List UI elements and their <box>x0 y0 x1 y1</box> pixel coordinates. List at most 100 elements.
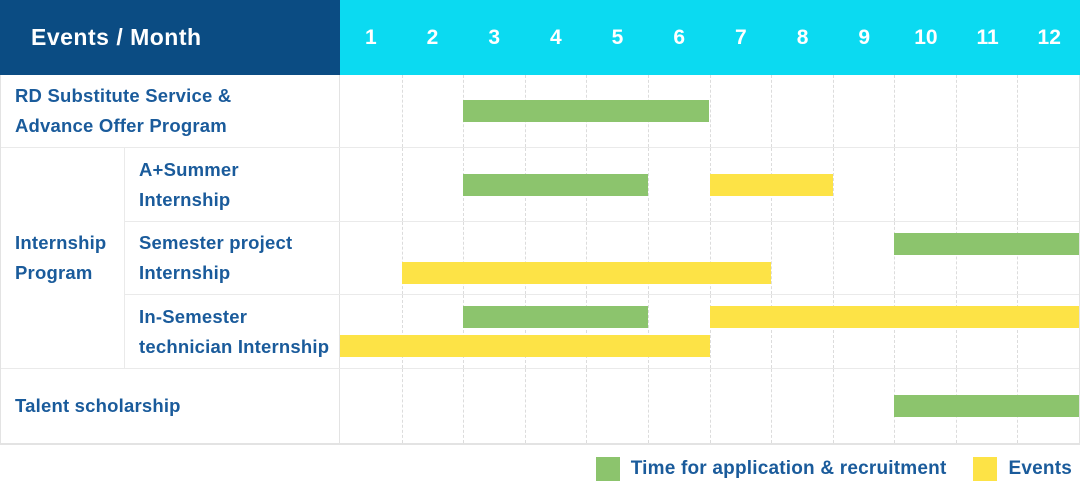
bar-line <box>340 261 1079 284</box>
column-gridline <box>647 295 649 368</box>
month-header-9: 9 <box>858 25 871 49</box>
row-chart-area <box>340 148 1079 221</box>
column-gridline <box>955 148 957 221</box>
gantt-table: Events / Month 1 2 3 4 5 6 7 8 9 10 11 12 RD Substi… <box>0 0 1080 445</box>
month-header-12: 12 <box>1037 25 1061 49</box>
column-gridline <box>524 369 526 443</box>
column-gridline <box>894 75 896 147</box>
column-gridline <box>709 369 711 443</box>
header-events-month-label: Events / Month <box>0 0 340 75</box>
row-group-internship-program: Internship Program A+Summer Internship Semes… <box>1 148 1079 369</box>
month-header-3: 3 <box>488 25 501 49</box>
month-header-6: 6 <box>673 25 686 49</box>
column-gridline <box>894 148 896 221</box>
column-gridline <box>955 295 957 368</box>
label-line: Semester project <box>139 232 293 254</box>
column-gridline <box>647 369 649 443</box>
row-chart-area <box>340 369 1079 443</box>
column-gridline <box>894 295 896 368</box>
row-label: RD Substitute Service & Advance Offer Pro… <box>1 75 340 147</box>
column-gridline <box>709 295 711 368</box>
bar-line <box>340 232 1079 255</box>
column-gridline <box>832 148 834 221</box>
group-sub-rows: A+Summer Internship Semester project Intern… <box>125 148 1079 368</box>
month-header-4: 4 <box>550 25 562 49</box>
column-gridline <box>832 222 834 294</box>
legend: Time for application & recruitment Event… <box>595 457 1072 481</box>
legend-item-application: Time for application & recruitment <box>595 457 947 481</box>
legend-item-events: Events <box>973 457 1072 481</box>
group-label: Internship Program <box>1 148 125 368</box>
column-gridline <box>771 75 773 147</box>
bar-line <box>340 173 1079 196</box>
application-swatch-icon <box>595 457 620 481</box>
table-row: In-Semester technician Internship <box>125 295 1079 368</box>
label-line: Internship <box>139 262 231 283</box>
row-chart-area <box>340 222 1079 294</box>
column-gridline <box>771 369 773 443</box>
column-gridline <box>955 222 957 294</box>
bar-application <box>894 232 1079 255</box>
column-gridline <box>1017 148 1019 221</box>
column-gridline <box>771 295 773 368</box>
bar-events <box>340 335 710 357</box>
row-chart-area <box>340 75 1079 147</box>
column-gridline <box>1017 222 1019 294</box>
bar-events <box>709 306 1079 328</box>
column-gridline <box>1017 295 1019 368</box>
table-header-row: Events / Month 1 2 3 4 5 6 7 8 9 10 11 12 <box>0 0 1080 75</box>
column-gridline <box>401 75 403 147</box>
bar-application <box>894 395 1079 417</box>
column-gridline <box>586 222 588 294</box>
column-gridline <box>586 369 588 443</box>
month-header-11: 11 <box>976 25 999 49</box>
column-gridline <box>647 222 649 294</box>
label-line: technician Internship <box>139 335 330 357</box>
column-gridline <box>832 75 834 147</box>
column-gridline <box>463 222 465 294</box>
table-row: Semester project Internship <box>125 222 1079 295</box>
column-gridline <box>955 75 957 147</box>
month-header-1: 1 <box>364 25 377 49</box>
column-gridline <box>463 369 465 443</box>
column-gridline <box>586 295 588 368</box>
bar-application <box>463 306 648 328</box>
month-header-7: 7 <box>735 25 747 49</box>
column-gridline <box>401 148 403 221</box>
table-row: A+Summer Internship <box>125 148 1079 222</box>
label-line: Advance Offer Program <box>15 115 227 136</box>
row-label: Talent scholarship <box>1 369 340 443</box>
bar-application <box>463 100 710 122</box>
events-swatch-icon <box>973 457 998 481</box>
bar-events <box>401 261 772 284</box>
table-row: Talent scholarship <box>1 369 1079 444</box>
label-line: In-Semester <box>139 305 248 327</box>
month-header-strip: 1 2 3 4 5 6 7 8 9 10 11 12 <box>340 0 1080 75</box>
label-line: Talent scholarship <box>15 395 181 417</box>
bar-application <box>463 173 648 196</box>
month-header-5: 5 <box>611 25 624 49</box>
column-gridline <box>832 369 834 443</box>
column-gridline <box>709 222 711 294</box>
label-line: RD Substitute Service & <box>15 85 232 107</box>
column-gridline <box>401 222 403 294</box>
bar-line <box>340 335 1079 357</box>
bar-events <box>709 173 833 196</box>
column-gridline <box>709 75 711 147</box>
label-line: Internship <box>139 188 231 210</box>
label-line: Program <box>15 262 93 283</box>
table-body: RD Substitute Service & Advance Offer Pro… <box>0 75 1080 445</box>
column-gridline <box>401 369 403 443</box>
bar-line <box>340 306 1079 328</box>
bar-line <box>340 100 1079 122</box>
label-line: Internship <box>15 232 107 254</box>
column-gridline <box>894 222 896 294</box>
month-header-2: 2 <box>426 25 439 49</box>
month-header-8: 8 <box>796 25 809 49</box>
column-gridline <box>524 295 526 368</box>
column-gridline <box>524 222 526 294</box>
column-gridline <box>401 295 403 368</box>
column-gridline <box>463 295 465 368</box>
row-label: A+Summer Internship <box>125 148 340 221</box>
